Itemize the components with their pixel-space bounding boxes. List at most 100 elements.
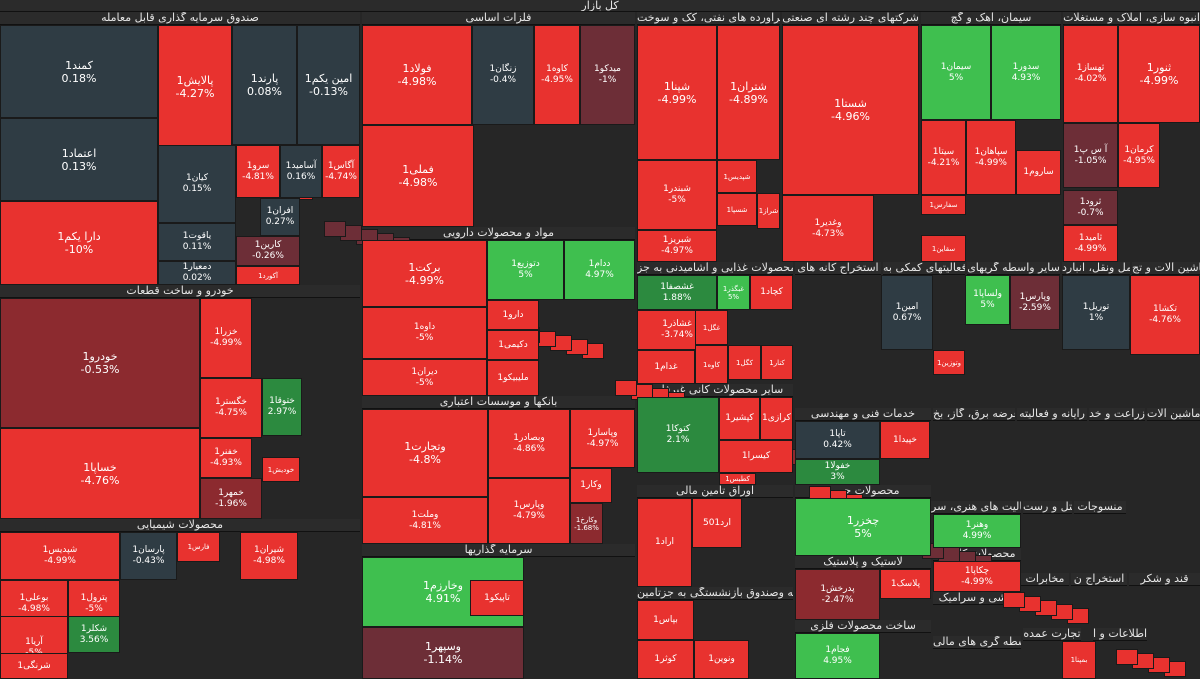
- stock-tile[interactable]: سدور1 4.93%: [991, 25, 1061, 120]
- stock-tile[interactable]: پالایش1 -4.27%: [158, 25, 232, 148]
- stock-tile[interactable]: غدام1: [637, 350, 695, 384]
- stock-tile[interactable]: شکلر1 3.56%: [68, 616, 120, 653]
- stock-tile[interactable]: ثنور1 -4.99%: [1118, 25, 1200, 123]
- stock-tile[interactable]: برکت1 -4.99%: [362, 240, 487, 307]
- stock-tile[interactable]: ولساپا1 5%: [965, 275, 1010, 325]
- stock-tile[interactable]: شپدیس1 -4.99%: [0, 532, 120, 580]
- sec-mining-header[interactable]: استخراج کانه های: [795, 262, 881, 275]
- sec-bonds-header[interactable]: اوراق تامین مالی: [637, 485, 793, 498]
- stock-tile[interactable]: شپنا1 -4.99%: [637, 25, 717, 160]
- stock-tile[interactable]: دتوزیع1 5%: [487, 240, 564, 300]
- stock-tile[interactable]: وتجارت1 -4.8%: [362, 409, 488, 497]
- stock-tile[interactable]: آکورد1: [236, 266, 300, 285]
- stock-tile[interactable]: غگل1: [695, 310, 728, 345]
- sec-mining2-header[interactable]: استخراج ن: [1071, 573, 1127, 586]
- sec-metals-header[interactable]: فلزات اساسی: [362, 12, 635, 25]
- stock-tile[interactable]: خفولا1 3%: [795, 459, 880, 485]
- stock-tile[interactable]: اعتماد1 0.13%: [0, 118, 158, 201]
- stock-tile[interactable]: فجام1 4.95%: [795, 633, 880, 679]
- stock-tile[interactable]: خگستر1 -4.75%: [200, 378, 262, 438]
- stock-tile[interactable]: کارین1 -0.26%: [236, 236, 300, 266]
- stock-tile[interactable]: دارا یکم1 -10%: [0, 201, 158, 285]
- sec-tile-header[interactable]: کاشی و سرامیک: [933, 592, 1021, 605]
- sec-food-header[interactable]: محصولات غذایی و آشامیدنی به جز: [637, 262, 793, 275]
- sec-aux-header[interactable]: فعالیتهای کمکی به: [883, 262, 965, 275]
- stock-tile[interactable]: آ س پ1 -1.05%: [1063, 123, 1118, 188]
- sec-agri-header[interactable]: زراعت و خد: [1089, 408, 1145, 421]
- sec-etf-header[interactable]: صندوق سرمایه گذاری قابل معامله: [0, 12, 360, 25]
- stock-tile[interactable]: شتران1 -4.89%: [717, 25, 780, 160]
- stock-tile[interactable]: کوثر1: [637, 640, 694, 679]
- stock-tile[interactable]: خزرا1 -4.99%: [200, 298, 252, 378]
- sec-metalprod-header[interactable]: ساخت محصولات فلزی: [795, 620, 931, 633]
- stock-tile[interactable]: کگل1: [728, 345, 761, 380]
- stock-tile[interactable]: یاقوت1 0.11%: [158, 223, 236, 261]
- stock-tile[interactable]: تاپا1 0.42%: [795, 421, 880, 459]
- stock-tile[interactable]: کیان1 0.15%: [158, 145, 236, 223]
- stock-tile[interactable]: خودرو1 -0.53%: [0, 298, 200, 428]
- stock-tile[interactable]: شیران1 -4.98%: [240, 532, 298, 580]
- stock-tile[interactable]: ختوقا1 2.97%: [262, 378, 302, 436]
- stock-tile[interactable]: ساروم1: [1016, 150, 1061, 195]
- stock-tile[interactable]: کنار1: [761, 345, 793, 380]
- sec-oil-header[interactable]: فراورده های نفتی، کک و سوخت: [637, 12, 780, 25]
- stock-tile[interactable]: کرازی1: [760, 397, 793, 440]
- stock-tile[interactable]: وغدیر1 -4.73%: [782, 195, 874, 262]
- stock-tile[interactable]: وکار1: [570, 468, 612, 503]
- stock-tile[interactable]: دیران1 -5%: [362, 359, 487, 396]
- sec-textile-header[interactable]: منسوجات: [1074, 501, 1126, 514]
- stock-tile[interactable]: چخزر1 5%: [795, 498, 931, 556]
- stock-tile[interactable]: دارو1: [487, 300, 539, 330]
- stock-tile[interactable]: وهنر1 4.99%: [933, 514, 1021, 548]
- stock-tile[interactable]: سیتا1 -4.21%: [921, 120, 966, 195]
- stock-tile[interactable]: وکارخ1 -1.68%: [570, 503, 603, 544]
- stock-tile[interactable]: وپاسار1 -4.97%: [570, 409, 635, 468]
- stock-tile[interactable]: ثرود1 -0.7%: [1063, 190, 1118, 225]
- stock-tile[interactable]: چکاپا1 -4.99%: [933, 561, 1021, 592]
- stock-tile[interactable]: کمند1 0.18%: [0, 25, 158, 118]
- stock-tile[interactable]: فارس1: [177, 532, 220, 562]
- stock-tile[interactable]: کتوکا1 2.1%: [637, 397, 719, 473]
- stock-tile[interactable]: خمهر1 -1.96%: [200, 478, 262, 519]
- stock-tile[interactable]: سیمان1 5%: [921, 25, 991, 120]
- stock-tile[interactable]: کیسرا1: [719, 440, 793, 473]
- sec-banks-header[interactable]: بانکها و موسسات اعتباری: [362, 396, 635, 409]
- stock-tile[interactable]: سرو1 -4.81%: [236, 145, 280, 198]
- stock-tile[interactable]: تاپیکو1: [470, 580, 524, 616]
- stock-tile[interactable]: توریل1 1%: [1062, 275, 1130, 350]
- stock-tile[interactable]: ثامید1 -4.99%: [1063, 225, 1118, 262]
- sec-auto-header[interactable]: خودرو و ساخت قطعات: [0, 285, 360, 298]
- stock-tile[interactable]: وسپهر1 -1.14%: [362, 627, 524, 679]
- stock-tile[interactable]: پلاسک1: [880, 569, 931, 599]
- stock-tile[interactable]: سقاین1: [921, 235, 966, 262]
- sec-machinery-header[interactable]: ماشین آلات و تج: [1132, 262, 1200, 275]
- sec-sugar-header[interactable]: قند و شکر: [1129, 573, 1200, 586]
- sec-pharma-header[interactable]: مواد و محصولات دارویی: [362, 227, 635, 240]
- stock-tile[interactable]: کاوه1 -4.95%: [534, 25, 580, 125]
- stock-tile[interactable]: وبصادر1 -4.86%: [488, 409, 570, 478]
- stock-tile[interactable]: شپدیس1: [717, 160, 757, 193]
- sec-cement-header[interactable]: سیمان، آهک و گچ: [921, 12, 1061, 25]
- stock-tile[interactable]: تکشا1 -4.76%: [1130, 275, 1200, 355]
- stock-tile[interactable]: خساپا1 -4.76%: [0, 428, 200, 519]
- stock-tile[interactable]: امین1 0.67%: [881, 275, 933, 350]
- stock-tile[interactable]: کاوه1: [695, 345, 728, 384]
- sec-realestate-header[interactable]: انبوه سازی، املاک و مستغلات: [1063, 12, 1200, 25]
- stock-tile[interactable]: سفارس1: [921, 195, 966, 215]
- stock-tile[interactable]: خودیش1: [262, 457, 300, 482]
- stock-tile[interactable]: ثهساز1 -4.02%: [1063, 25, 1118, 123]
- stock-tile[interactable]: کچاد1: [750, 275, 793, 310]
- sec-otherfin-header[interactable]: سایر واسطه گریهای: [967, 262, 1060, 275]
- stock-tile[interactable]: ددام1 4.97%: [564, 240, 635, 300]
- stock-tile[interactable]: دمعیار1 0.02%: [158, 261, 236, 285]
- stock-tile[interactable]: آسامید1 0.16%: [280, 145, 322, 198]
- sec-finint-header[interactable]: واسطه گری های مالی: [933, 636, 1021, 649]
- stock-tile[interactable]: آگاس1 -4.74%: [322, 145, 360, 198]
- stock-tile[interactable]: سپاهان1 -4.99%: [966, 120, 1016, 195]
- stock-tile[interactable]: پارند1 0.08%: [232, 25, 297, 145]
- sec-market-header[interactable]: کل بازار: [0, 0, 1200, 12]
- stock-tile[interactable]: شبریز1 -4.97%: [637, 230, 717, 262]
- stock-tile[interactable]: داوه1 -5%: [362, 307, 487, 359]
- stock-tile[interactable]: پارسان1 -0.43%: [120, 532, 177, 580]
- stock-tile[interactable]: کرمان1 -4.95%: [1118, 123, 1160, 188]
